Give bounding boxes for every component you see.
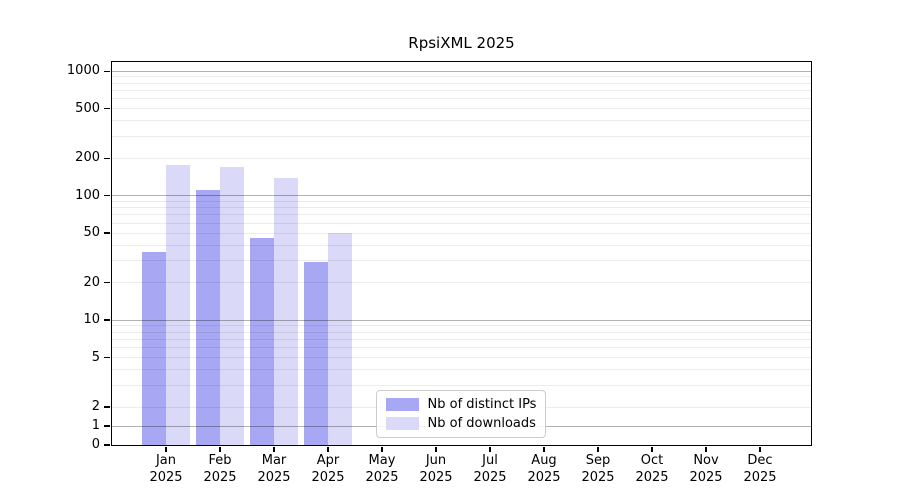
x-tick-mark-nov xyxy=(705,446,707,452)
x-tick-label-jan: Jan 2025 xyxy=(136,453,196,486)
legend-label-downloads: Nb of downloads xyxy=(427,415,536,431)
x-tick-label-aug: Aug 2025 xyxy=(514,453,574,486)
x-tick-label-line: 2025 xyxy=(149,469,183,485)
x-tick-label-line: 2025 xyxy=(419,469,453,485)
bar-distinct-ips-mar xyxy=(249,238,274,445)
y-tick-label-100: 100 xyxy=(75,187,100,203)
x-tick-label-line: 2025 xyxy=(527,469,561,485)
y-tick-mark-2 xyxy=(104,406,110,408)
y-tick-label-50: 50 xyxy=(83,225,100,241)
x-tick-label-line: 2025 xyxy=(581,469,615,485)
y-tick-mark-1 xyxy=(104,425,110,427)
bar-downloads-jan xyxy=(165,164,190,445)
bar-distinct-ips-apr xyxy=(303,262,328,445)
gridline-900 xyxy=(111,76,811,78)
x-tick-label-line: Aug xyxy=(531,453,557,468)
y-tick-mark-200 xyxy=(104,157,110,159)
bar-distinct-ips-jan xyxy=(141,251,166,445)
x-tick-label-line: Sep xyxy=(585,453,611,468)
bar-downloads-mar xyxy=(273,177,298,445)
x-tick-label-jun: Jun 2025 xyxy=(406,453,466,486)
bar-distinct-ips-feb xyxy=(195,190,220,445)
legend-swatch-downloads xyxy=(385,416,419,430)
legend: Nb of distinct IPs Nb of downloads xyxy=(375,389,547,438)
x-tick-mark-dec xyxy=(759,446,761,452)
x-tick-label-line: Feb xyxy=(208,453,232,468)
x-tick-label-line: Mar xyxy=(261,453,287,468)
x-tick-label-line: 2025 xyxy=(257,469,291,485)
x-tick-label-line: Oct xyxy=(640,453,664,468)
plot-area: Nb of distinct IPs Nb of downloads xyxy=(110,60,812,446)
legend-item-distinct-ips: Nb of distinct IPs xyxy=(385,396,537,412)
x-tick-mark-jan xyxy=(165,446,167,452)
x-tick-label-line: 2025 xyxy=(473,469,507,485)
y-tick-mark-1000 xyxy=(104,70,110,72)
y-tick-mark-10 xyxy=(104,319,110,321)
bar-downloads-apr xyxy=(327,232,352,445)
y-tick-mark-500 xyxy=(104,108,110,110)
gridline-200 xyxy=(111,157,811,159)
x-tick-label-line: 2025 xyxy=(311,469,345,485)
x-tick-mark-feb xyxy=(219,446,221,452)
x-tick-label-line: 2025 xyxy=(203,469,237,485)
x-tick-label-line: Nov xyxy=(693,453,719,468)
gridline-400 xyxy=(111,120,811,122)
y-tick-label-20: 20 xyxy=(83,274,100,290)
y-tick-label-5: 5 xyxy=(91,349,100,365)
x-tick-label-line: 2025 xyxy=(635,469,669,485)
legend-label-distinct-ips: Nb of distinct IPs xyxy=(427,396,537,412)
x-tick-label-dec: Dec 2025 xyxy=(730,453,790,486)
y-tick-label-2: 2 xyxy=(91,399,100,414)
gridline-700 xyxy=(111,90,811,91)
gridline-1000 xyxy=(111,70,811,72)
y-tick-label-200: 200 xyxy=(75,150,100,166)
y-tick-label-0: 0 xyxy=(91,437,100,452)
x-tick-label-line: 2025 xyxy=(365,469,399,485)
gridline-600 xyxy=(111,98,811,100)
gridline-800 xyxy=(111,82,811,84)
x-tick-label-line: Jul xyxy=(482,453,498,468)
chart-title: RpsiXML 2025 xyxy=(408,34,515,52)
x-tick-label-line: Apr xyxy=(316,453,340,468)
y-tick-label-10: 10 xyxy=(83,312,100,327)
y-tick-label-1: 1 xyxy=(91,418,100,433)
x-tick-mark-may xyxy=(381,446,383,452)
y-tick-label-500: 500 xyxy=(75,100,100,116)
x-tick-label-oct: Oct 2025 xyxy=(622,453,682,486)
y-tick-mark-50 xyxy=(104,232,110,234)
legend-item-downloads: Nb of downloads xyxy=(385,415,537,431)
gridline-300 xyxy=(111,135,811,137)
y-tick-mark-20 xyxy=(104,281,110,284)
x-tick-label-line: May xyxy=(368,453,396,468)
x-tick-label-mar: Mar 2025 xyxy=(244,453,304,486)
x-tick-label-line: Jun xyxy=(425,453,447,468)
x-tick-label-line: Jan xyxy=(155,453,177,468)
x-tick-mark-apr xyxy=(327,446,329,452)
x-tick-label-nov: Nov 2025 xyxy=(676,453,736,486)
x-tick-label-line: Dec xyxy=(747,453,773,468)
y-tick-mark-5 xyxy=(104,356,110,359)
bar-downloads-feb xyxy=(219,167,244,445)
gridline-500 xyxy=(111,108,811,110)
x-tick-label-may: May 2025 xyxy=(352,453,412,486)
x-tick-mark-aug xyxy=(543,446,545,452)
x-tick-label-line: 2025 xyxy=(689,469,723,485)
x-tick-label-sep: Sep 2025 xyxy=(568,453,628,486)
y-tick-mark-0 xyxy=(104,444,110,446)
x-tick-label-jul: Jul 2025 xyxy=(460,453,520,486)
x-tick-mark-jun xyxy=(435,446,437,452)
legend-swatch-distinct-ips xyxy=(385,397,419,411)
x-tick-label-feb: Feb 2025 xyxy=(190,453,250,486)
x-tick-mark-sep xyxy=(597,446,599,452)
x-tick-mark-jul xyxy=(489,446,491,452)
y-tick-mark-100 xyxy=(104,194,110,197)
x-tick-label-line: 2025 xyxy=(743,469,777,485)
x-tick-mark-mar xyxy=(273,446,275,452)
y-tick-label-1000: 1000 xyxy=(66,63,100,79)
x-tick-label-apr: Apr 2025 xyxy=(298,453,358,486)
x-tick-mark-oct xyxy=(651,446,653,452)
